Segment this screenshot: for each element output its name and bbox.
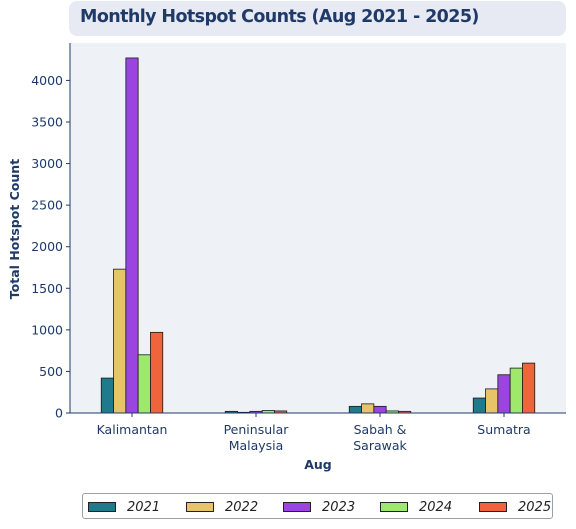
x-axis-label: Aug xyxy=(304,457,332,472)
legend-label: 2024 xyxy=(419,499,453,515)
bar-2021-3 xyxy=(472,397,486,414)
bar-2025-0 xyxy=(150,331,164,414)
legend-label: 2022 xyxy=(225,499,259,515)
bar-2024-3 xyxy=(509,367,523,414)
y-tick-label: 1000 xyxy=(31,322,63,337)
y-tick-label: 4000 xyxy=(31,73,63,88)
bar-2023-3 xyxy=(497,374,511,414)
bar-2021-0 xyxy=(100,377,114,414)
y-tick-label: 3500 xyxy=(31,114,63,129)
legend: 2021 2022 2023 2024 2025 xyxy=(82,493,553,519)
y-tick-label: 2000 xyxy=(31,239,63,254)
legend-label: 2021 xyxy=(127,499,161,515)
bar-2021-2 xyxy=(348,405,362,414)
bar-2022-0 xyxy=(113,268,127,414)
bar-2023-2 xyxy=(373,405,387,414)
bar-2022-3 xyxy=(485,388,499,414)
legend-swatch xyxy=(88,502,116,512)
y-axis-label: Total Hotspot Count xyxy=(7,159,22,299)
bar-2025-3 xyxy=(522,362,536,414)
chart-title: Monthly Hotspot Counts (Aug 2021 - 2025) xyxy=(80,7,479,27)
bar-2022-2 xyxy=(361,403,375,414)
legend-item-2022: 2022 xyxy=(186,499,258,515)
legend-swatch xyxy=(186,502,214,512)
y-tick-label: 500 xyxy=(39,364,63,379)
legend-item-2023: 2023 xyxy=(283,499,355,515)
x-tick-label: Sumatra xyxy=(477,422,530,437)
x-tick-label: Kalimantan xyxy=(97,422,168,437)
legend-swatch xyxy=(479,502,507,512)
bar-2024-0 xyxy=(137,354,151,414)
bar-2023-0 xyxy=(125,57,139,414)
legend-swatch xyxy=(283,502,311,512)
legend-item-2021: 2021 xyxy=(88,499,160,515)
x-tick-label: Sabah & Sarawak xyxy=(353,422,407,453)
legend-label: 2025 xyxy=(518,499,552,515)
legend-item-2025: 2025 xyxy=(479,499,551,515)
legend-item-2024: 2024 xyxy=(380,499,452,515)
legend-swatch xyxy=(380,502,408,512)
y-tick-label: 1500 xyxy=(31,281,63,296)
y-tick-label: 0 xyxy=(55,406,63,421)
y-tick-label: 2500 xyxy=(31,198,63,213)
y-tick-label: 3000 xyxy=(31,156,63,171)
chart-title-box: Monthly Hotspot Counts (Aug 2021 - 2025) xyxy=(69,1,566,36)
x-tick-label: Peninsular Malaysia xyxy=(224,422,290,453)
legend-label: 2023 xyxy=(322,499,356,515)
